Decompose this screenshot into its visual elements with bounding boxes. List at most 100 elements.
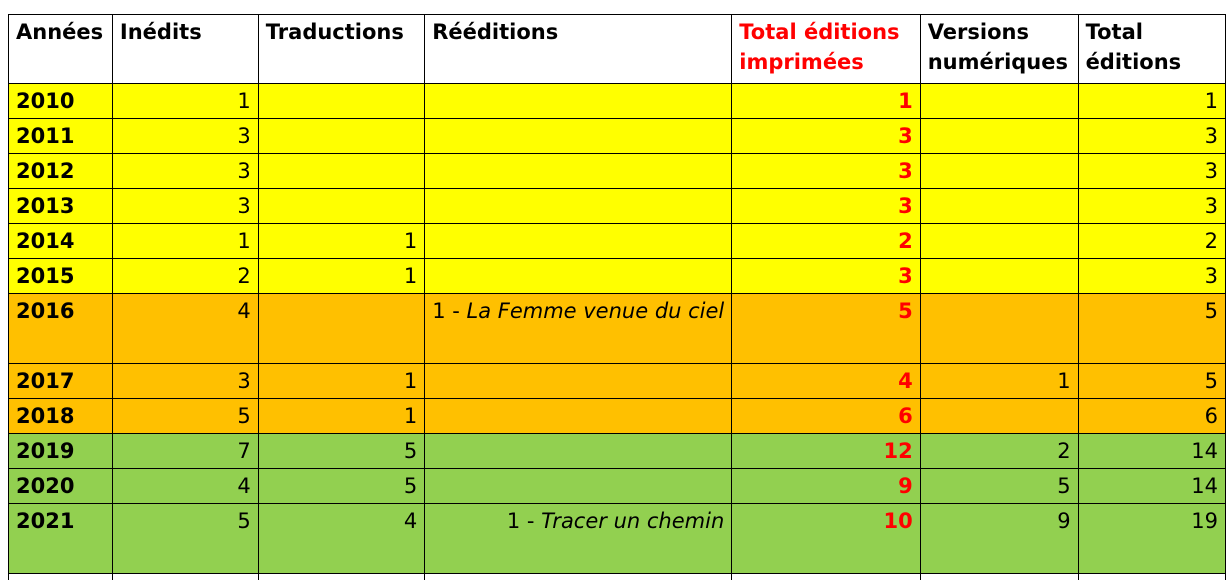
versions-cell[interactable]: 5 xyxy=(920,469,1078,504)
traductions-cell[interactable] xyxy=(258,294,424,364)
table-cell[interactable] xyxy=(732,574,920,580)
inedits-cell[interactable]: 4 xyxy=(112,294,258,364)
year-cell[interactable]: 2021 xyxy=(9,504,113,574)
versions-cell[interactable] xyxy=(920,84,1078,119)
traductions-cell[interactable]: 5 xyxy=(258,434,424,469)
versions-cell[interactable] xyxy=(920,154,1078,189)
header-annees[interactable]: Années xyxy=(9,15,113,84)
year-cell[interactable]: 2019 xyxy=(9,434,113,469)
versions-cell[interactable] xyxy=(920,294,1078,364)
total-editions-cell[interactable]: 2 xyxy=(1078,224,1225,259)
reeditions-cell[interactable]: 1 - Tracer un chemin xyxy=(425,504,732,574)
reeditions-cell[interactable] xyxy=(425,469,732,504)
year-cell[interactable]: 2016 xyxy=(9,294,113,364)
reeditions-cell[interactable] xyxy=(425,364,732,399)
total-editions-cell[interactable]: 3 xyxy=(1078,119,1225,154)
versions-cell[interactable]: 9 xyxy=(920,504,1078,574)
traductions-cell[interactable]: 1 xyxy=(258,224,424,259)
inedits-cell[interactable]: 7 xyxy=(112,434,258,469)
total-imprimees-cell[interactable]: 1 xyxy=(732,84,920,119)
total-editions-cell[interactable]: 5 xyxy=(1078,294,1225,364)
table-cell[interactable] xyxy=(920,574,1078,580)
total-imprimees-cell[interactable]: 3 xyxy=(732,259,920,294)
total-imprimees-cell[interactable]: 12 xyxy=(732,434,920,469)
reeditions-cell[interactable] xyxy=(425,434,732,469)
header-versions-line2: numériques xyxy=(928,50,1068,74)
total-editions-cell[interactable]: 1 xyxy=(1078,84,1225,119)
inedits-cell[interactable]: 1 xyxy=(112,84,258,119)
inedits-cell[interactable]: 1 xyxy=(112,224,258,259)
year-cell[interactable]: 2012 xyxy=(9,154,113,189)
total-imprimees-cell[interactable]: 6 xyxy=(732,399,920,434)
versions-cell[interactable]: 2 xyxy=(920,434,1078,469)
year-cell[interactable]: 2020 xyxy=(9,469,113,504)
versions-cell[interactable] xyxy=(920,399,1078,434)
total-editions-cell[interactable]: 3 xyxy=(1078,189,1225,224)
total-editions-cell[interactable]: 14 xyxy=(1078,469,1225,504)
versions-cell[interactable]: 1 xyxy=(920,364,1078,399)
year-cell[interactable]: 2018 xyxy=(9,399,113,434)
traductions-cell[interactable] xyxy=(258,119,424,154)
total-imprimees-cell[interactable]: 3 xyxy=(732,189,920,224)
inedits-cell[interactable]: 3 xyxy=(112,189,258,224)
total-editions-cell[interactable]: 5 xyxy=(1078,364,1225,399)
header-traductions[interactable]: Traductions xyxy=(258,15,424,84)
header-reeditions[interactable]: Rééditions xyxy=(425,15,732,84)
traductions-cell[interactable]: 4 xyxy=(258,504,424,574)
versions-cell[interactable] xyxy=(920,259,1078,294)
total-imprimees-cell[interactable]: 9 xyxy=(732,469,920,504)
year-cell[interactable]: 2014 xyxy=(9,224,113,259)
inedits-cell[interactable]: 3 xyxy=(112,154,258,189)
year-cell[interactable]: 2015 xyxy=(9,259,113,294)
inedits-cell[interactable]: 2 xyxy=(112,259,258,294)
traductions-cell[interactable] xyxy=(258,84,424,119)
versions-cell[interactable] xyxy=(920,119,1078,154)
reeditions-cell[interactable] xyxy=(425,84,732,119)
reeditions-cell[interactable] xyxy=(425,119,732,154)
table-cell[interactable] xyxy=(425,574,732,580)
reeditions-cell[interactable] xyxy=(425,259,732,294)
reeditions-cell[interactable]: 1 - La Femme venue du ciel xyxy=(425,294,732,364)
total-editions-cell[interactable]: 6 xyxy=(1078,399,1225,434)
traductions-cell[interactable]: 5 xyxy=(258,469,424,504)
total-imprimees-cell[interactable]: 5 xyxy=(732,294,920,364)
inedits-cell[interactable]: 3 xyxy=(112,364,258,399)
table-cell[interactable] xyxy=(9,574,113,580)
inedits-cell[interactable]: 5 xyxy=(112,504,258,574)
total-imprimees-cell[interactable]: 3 xyxy=(732,154,920,189)
year-cell[interactable]: 2011 xyxy=(9,119,113,154)
total-imprimees-cell[interactable]: 2 xyxy=(732,224,920,259)
traductions-cell[interactable] xyxy=(258,189,424,224)
traductions-cell[interactable]: 1 xyxy=(258,399,424,434)
traductions-cell[interactable] xyxy=(258,154,424,189)
year-cell[interactable]: 2013 xyxy=(9,189,113,224)
total-editions-cell[interactable]: 14 xyxy=(1078,434,1225,469)
reeditions-cell[interactable] xyxy=(425,399,732,434)
table-cell[interactable] xyxy=(258,574,424,580)
total-imprimees-cell[interactable]: 3 xyxy=(732,119,920,154)
inedits-cell[interactable]: 3 xyxy=(112,119,258,154)
total-editions-cell[interactable]: 19 xyxy=(1078,504,1225,574)
inedits-cell[interactable]: 5 xyxy=(112,399,258,434)
year-cell[interactable]: 2010 xyxy=(9,84,113,119)
traductions-cell[interactable]: 1 xyxy=(258,364,424,399)
year-cell-value: 2020 xyxy=(16,474,74,498)
table-cell[interactable] xyxy=(1078,574,1225,580)
reeditions-cell[interactable] xyxy=(425,189,732,224)
traductions-cell[interactable]: 1 xyxy=(258,259,424,294)
total-imprimees-cell[interactable]: 4 xyxy=(732,364,920,399)
versions-cell[interactable] xyxy=(920,189,1078,224)
reeditions-cell[interactable] xyxy=(425,154,732,189)
total-editions-cell[interactable]: 3 xyxy=(1078,259,1225,294)
year-cell[interactable]: 2017 xyxy=(9,364,113,399)
total-imprimees-cell[interactable]: 10 xyxy=(732,504,920,574)
reeditions-cell[interactable] xyxy=(425,224,732,259)
versions-cell[interactable] xyxy=(920,224,1078,259)
header-inedits[interactable]: Inédits xyxy=(112,15,258,84)
total-editions-cell[interactable]: 3 xyxy=(1078,154,1225,189)
table-cell[interactable] xyxy=(112,574,258,580)
inedits-cell[interactable]: 4 xyxy=(112,469,258,504)
